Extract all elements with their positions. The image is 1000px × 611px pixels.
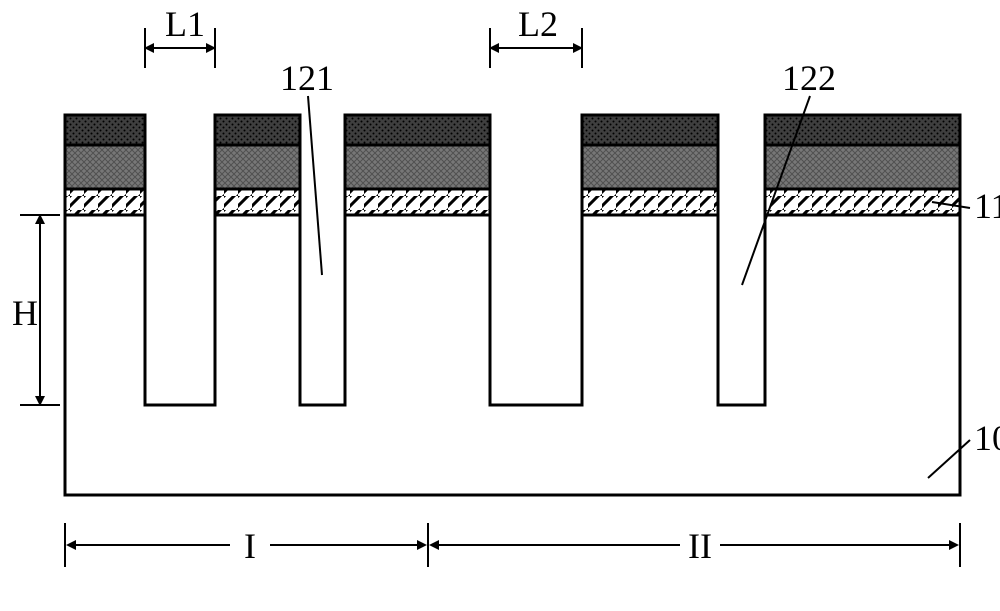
region-label: I — [244, 526, 256, 566]
leader-121 — [308, 96, 322, 275]
layer-110-hatch — [65, 189, 145, 215]
region-label: II — [688, 526, 712, 566]
substrate-100 — [65, 215, 960, 495]
layer-top — [215, 115, 300, 145]
layer-110-hatch — [765, 189, 960, 215]
layer-top — [65, 115, 145, 145]
label-121: 121 — [280, 58, 334, 98]
layer-top — [582, 115, 718, 145]
layer-mid — [765, 145, 960, 189]
label-110: 110 — [974, 186, 1000, 226]
layer-mid — [215, 145, 300, 189]
layer-110-hatch — [345, 189, 490, 215]
layer-mid — [65, 145, 145, 189]
diagram-svg: L1L2H121122110100III — [0, 0, 1000, 611]
layer-mid — [582, 145, 718, 189]
label-122: 122 — [782, 58, 836, 98]
diagram-canvas: { "canvas": { "width": 1000, "height": 6… — [0, 0, 1000, 611]
label-L1: L1 — [165, 4, 205, 44]
label-L2: L2 — [518, 4, 558, 44]
layer-110-hatch — [582, 189, 718, 215]
label-100: 100 — [974, 418, 1000, 458]
label-H: H — [12, 293, 38, 333]
layer-mid — [345, 145, 490, 189]
layer-top — [345, 115, 490, 145]
layer-110-hatch — [215, 189, 300, 215]
